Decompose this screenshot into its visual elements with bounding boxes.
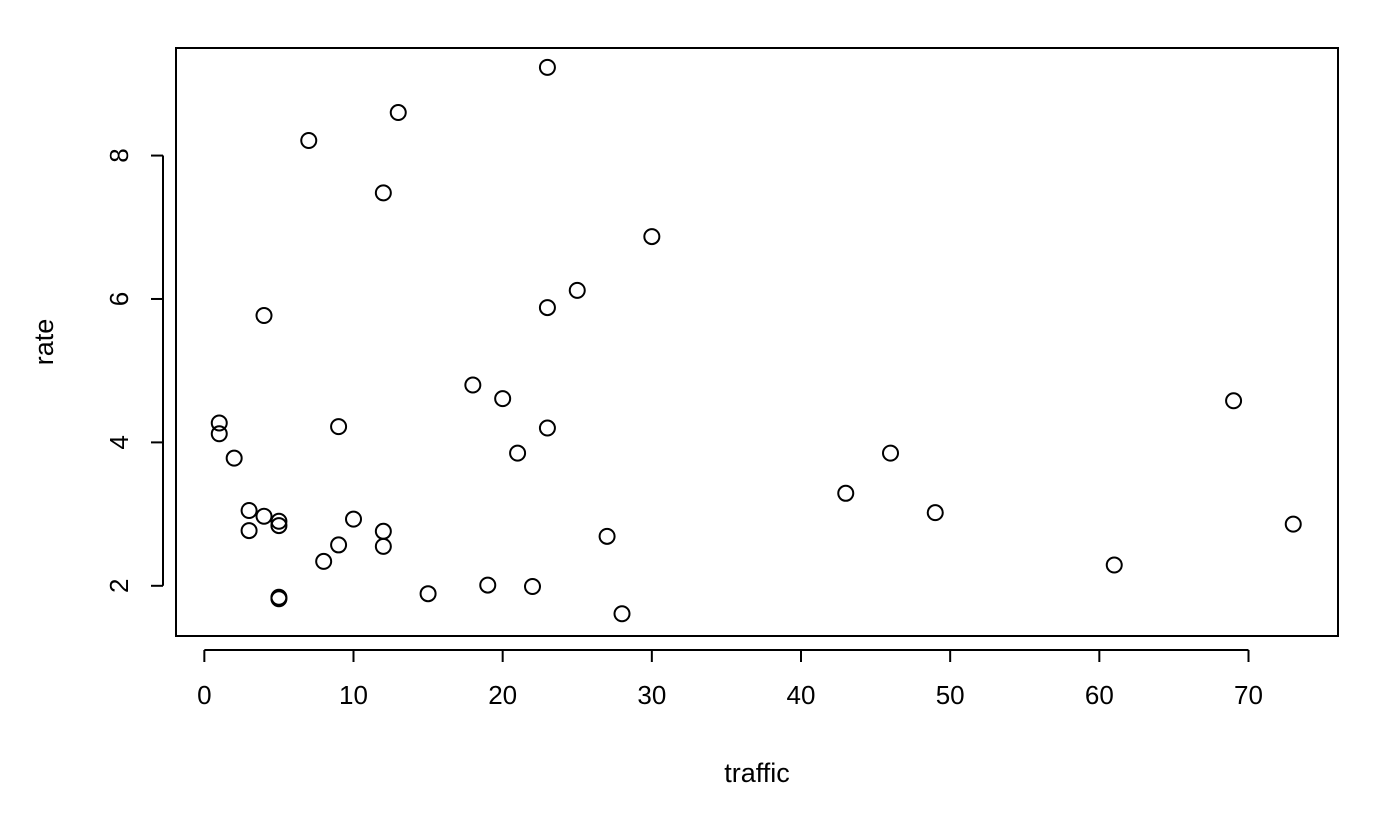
- x-tick-label: 0: [197, 680, 211, 710]
- x-tick-label: 10: [339, 680, 368, 710]
- y-tick-label: 2: [104, 579, 134, 593]
- y-tick-label: 6: [104, 292, 134, 306]
- x-axis: 0 10 20 30 40 50 60 70: [197, 649, 1263, 710]
- data-point: [882, 444, 900, 462]
- data-point: [1225, 392, 1243, 410]
- data-point: [494, 390, 512, 408]
- y-axis-title: rate: [29, 319, 59, 366]
- data-point: [613, 605, 631, 623]
- data-point: [374, 184, 392, 202]
- data-point: [270, 512, 288, 530]
- data-point: [524, 578, 542, 596]
- x-tick-label: 30: [637, 680, 666, 710]
- data-point: [926, 504, 944, 522]
- x-tick-label: 60: [1085, 680, 1114, 710]
- data-point: [538, 419, 556, 437]
- x-tick-label: 50: [936, 680, 965, 710]
- x-tick-label: 70: [1234, 680, 1263, 710]
- data-point: [479, 576, 497, 594]
- data-point: [538, 58, 556, 76]
- data-point: [270, 590, 288, 608]
- plot-frame: [175, 47, 1339, 637]
- x-tick-label: 40: [787, 680, 816, 710]
- data-point: [300, 132, 318, 150]
- data-point: [330, 536, 348, 554]
- data-point: [389, 104, 407, 122]
- x-tick-label: 20: [488, 680, 517, 710]
- y-axis: 2 4 6 8: [104, 148, 164, 593]
- data-point: [210, 414, 228, 432]
- y-tick-label: 4: [104, 435, 134, 449]
- data-point: [225, 449, 243, 467]
- data-point: [1105, 556, 1123, 574]
- data-point: [643, 228, 661, 246]
- x-axis-title: traffic: [724, 758, 790, 788]
- data-point: [330, 418, 348, 436]
- data-point: [568, 281, 586, 299]
- data-point: [374, 537, 392, 555]
- data-point: [345, 510, 363, 528]
- data-point: [374, 522, 392, 540]
- data-point: [509, 444, 527, 462]
- data-point: [538, 299, 556, 317]
- y-tick-label: 8: [104, 148, 134, 162]
- data-points: [210, 58, 1302, 623]
- data-point: [1284, 515, 1302, 533]
- data-point: [240, 522, 258, 540]
- data-point: [315, 552, 333, 570]
- data-point: [255, 507, 273, 525]
- data-point: [598, 527, 616, 545]
- data-point: [419, 585, 437, 603]
- data-point: [464, 376, 482, 394]
- data-point: [240, 502, 258, 520]
- data-point: [255, 306, 273, 324]
- data-point: [837, 484, 855, 502]
- data-point: [270, 517, 288, 535]
- data-point: [210, 425, 228, 443]
